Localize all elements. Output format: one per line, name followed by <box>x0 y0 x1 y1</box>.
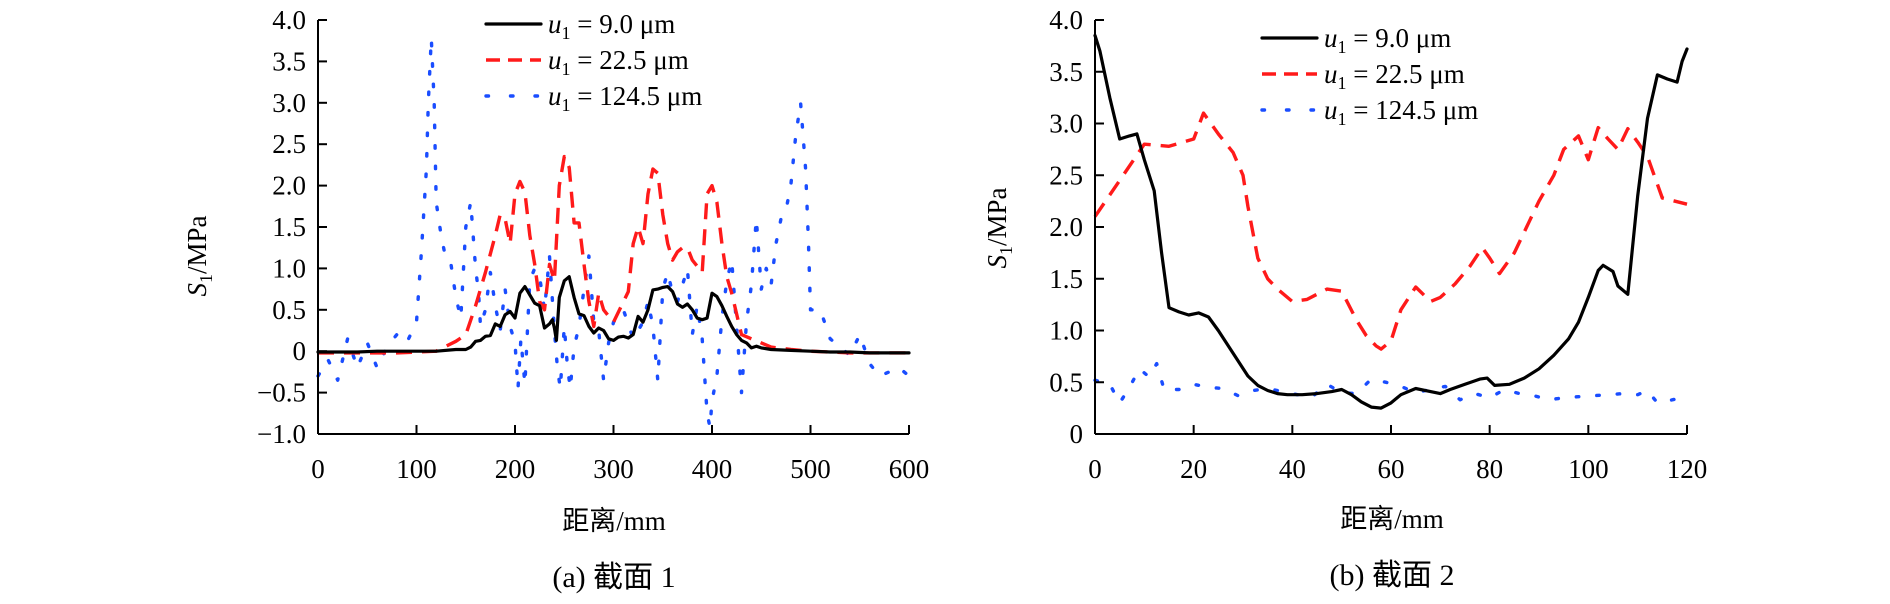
chart-a-section-1: −1.0 −0.5 0 0.5 1.0 1.5 2.0 2.5 3.0 3.5 4.0 0 100 20… <box>182 5 929 594</box>
chart-a-y-ticks: −1.0 −0.5 0 0.5 1.0 1.5 2.0 2.5 3.0 3.5 4.0 <box>257 5 327 449</box>
chart-b-x-tick-label: 40 <box>1279 454 1306 484</box>
chart-a-legend-label: u1 = 124.5 μm <box>548 81 702 115</box>
chart-a-y-axis-var: S <box>182 283 212 297</box>
chart-b-y-axis-unit: /MPa <box>982 187 1012 246</box>
chart-a-x-tick-label: 300 <box>593 454 634 484</box>
chart-b-x-tick-label: 60 <box>1378 454 1405 484</box>
chart-b-x-ticks: 0 20 40 60 80 100 120 <box>1088 425 1707 484</box>
chart-a-legend-label: u1 = 9.0 μm <box>548 9 675 43</box>
chart-b-legend-label: u1 = 22.5 μm <box>1324 59 1465 93</box>
chart-a-x-tick-label: 500 <box>790 454 831 484</box>
chart-b-y-axis-sub: 1 <box>996 246 1016 255</box>
chart-b-x-tick-label: 20 <box>1180 454 1207 484</box>
chart-b-legend-label: u1 = 124.5 μm <box>1324 95 1478 129</box>
chart-a-y-tick-label: −0.5 <box>257 378 306 408</box>
chart-a-x-axis-title: 距离/mm <box>562 506 666 536</box>
chart-a-y-axis-unit: /MPa <box>182 215 212 274</box>
chart-b-y-tick-label: 1.0 <box>1049 316 1083 346</box>
chart-b-y-tick-label: 3.5 <box>1049 57 1083 87</box>
chart-a-y-tick-label: 2.0 <box>272 171 306 201</box>
chart-b-y-tick-label: 2.5 <box>1049 160 1083 190</box>
chart-b-x-tick-label: 0 <box>1088 454 1102 484</box>
chart-b-y-tick-label: 4.0 <box>1049 5 1083 35</box>
chart-a-y-tick-label: 3.5 <box>272 46 306 76</box>
chart-a-y-tick-label: 1.5 <box>272 212 306 242</box>
chart-b-section-2: 0 0.5 1.0 1.5 2.0 2.5 3.0 3.5 4.0 0 20 40 60 80 100 12… <box>982 5 1707 592</box>
chart-b-x-tick-label: 80 <box>1476 454 1503 484</box>
chart-b-y-tick-label: 2.0 <box>1049 212 1083 242</box>
chart-a-y-tick-label: 0.5 <box>272 295 306 325</box>
chart-a-y-tick-label: 1.0 <box>272 253 306 283</box>
chart-a-legend-label: u1 = 22.5 μm <box>548 45 689 79</box>
chart-b-y-tick-label: 1.5 <box>1049 264 1083 294</box>
chart-b-series-group <box>1093 33 1689 410</box>
chart-a-caption: (a) 截面 1 <box>552 561 675 594</box>
chart-b-caption: (b) 截面 2 <box>1330 559 1455 592</box>
chart-a-y-tick-label: 3.0 <box>272 88 306 118</box>
chart-b-x-tick-label: 100 <box>1568 454 1609 484</box>
chart-a-x-tick-label: 600 <box>889 454 930 484</box>
chart-a-series-solid-line <box>316 275 911 355</box>
chart-a-y-axis-sub: 1 <box>196 274 216 283</box>
chart-b-series-dotted-line <box>1093 361 1689 405</box>
chart-a-x-ticks: 0 100 200 300 400 500 600 <box>311 425 929 484</box>
chart-a-x-tick-label: 400 <box>692 454 733 484</box>
chart-b-y-axis-title: S1/MPa <box>982 187 1016 268</box>
chart-b-x-tick-label: 120 <box>1667 454 1708 484</box>
chart-b-y-ticks: 0 0.5 1.0 1.5 2.0 2.5 3.0 3.5 4.0 <box>1049 5 1104 449</box>
chart-a-y-tick-label: 0 <box>293 336 307 366</box>
chart-a-series-group <box>316 36 911 430</box>
chart-b-series-solid-line <box>1093 33 1689 410</box>
chart-a-x-tick-label: 200 <box>495 454 536 484</box>
chart-a-series-dashed-line <box>318 154 909 355</box>
chart-a-y-axis-title: S1/MPa <box>182 215 216 296</box>
chart-a-y-tick-label: −1.0 <box>257 419 306 449</box>
chart-a-plot-area: −1.0 −0.5 0 0.5 1.0 1.5 2.0 2.5 3.0 3.5 4.0 0 100 20… <box>257 5 929 484</box>
chart-a-y-tick-label: 4.0 <box>272 5 306 35</box>
chart-b-y-tick-label: 0 <box>1070 419 1084 449</box>
chart-b-y-tick-label: 0.5 <box>1049 367 1083 397</box>
chart-a-y-tick-label: 2.5 <box>272 129 306 159</box>
chart-b-x-axis-title: 距离/mm <box>1340 504 1444 534</box>
chart-a-x-tick-label: 100 <box>396 454 437 484</box>
chart-b-plot-area: 0 0.5 1.0 1.5 2.0 2.5 3.0 3.5 4.0 0 20 40 60 80 100 12… <box>1049 5 1707 484</box>
chart-a-x-tick-label: 0 <box>311 454 325 484</box>
chart-b-y-tick-label: 3.0 <box>1049 109 1083 139</box>
chart-b-y-axis-var: S <box>982 255 1012 269</box>
chart-b-legend-label: u1 = 9.0 μm <box>1324 23 1451 57</box>
